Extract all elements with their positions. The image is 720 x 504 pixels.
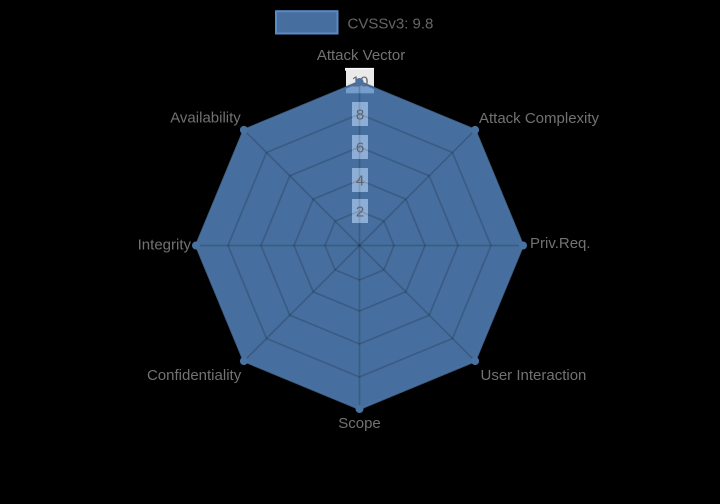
svg-text:Integrity: Integrity (138, 236, 192, 253)
svg-text:Attack Complexity: Attack Complexity (479, 110, 600, 127)
svg-text:Priv.Req.: Priv.Req. (530, 235, 591, 252)
svg-text:2: 2 (356, 203, 364, 220)
svg-text:Scope: Scope (338, 415, 381, 432)
svg-text:8: 8 (356, 106, 364, 123)
svg-text:User Interaction: User Interaction (481, 367, 587, 384)
svg-text:Availability: Availability (170, 110, 241, 127)
svg-text:Confidentiality: Confidentiality (147, 367, 242, 384)
svg-text:4: 4 (356, 172, 364, 189)
svg-text:6: 6 (356, 139, 364, 156)
svg-text:CVSSv3: 9.8: CVSSv3: 9.8 (348, 15, 434, 32)
svg-text:Attack Vector: Attack Vector (317, 47, 405, 64)
